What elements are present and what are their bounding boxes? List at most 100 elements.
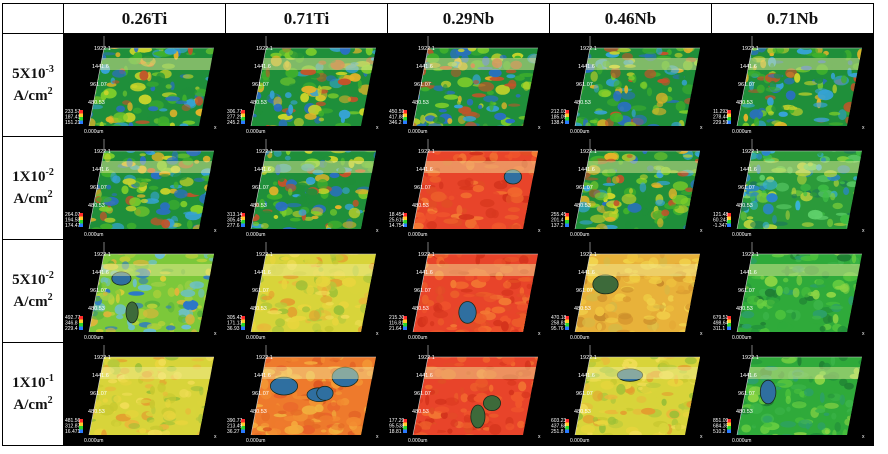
scale-label: 313.14 [227, 212, 243, 218]
surface-plot: 1922.1 1441.6 961.07 480.53 264.07194.58174.… [64, 137, 225, 239]
scale-label: 95.538 [389, 424, 405, 430]
axis-tick-label: 961.07 [414, 82, 431, 88]
scale-label: 437.68 [551, 424, 567, 430]
scale-label: 14.754 [389, 223, 405, 229]
scale-label: 603.23 [551, 418, 567, 424]
current-density-unit: A/cm [13, 397, 48, 413]
axis-tick-label: 1922.1 [256, 252, 273, 258]
surface-plot: 1922.1 1441.6 961.07 480.53 306.77277.29245.… [226, 34, 387, 136]
surface-image-cell: 1922.1 1441.6 961.07 480.53 313.14 305.45 277.… [225, 136, 388, 240]
scale-label: 18.454 [389, 212, 405, 218]
axis-tick-label: 1441.6 [92, 167, 109, 173]
row-header: 1X10-2 A/cm2 [2, 136, 64, 240]
axis-tick-label: 480.53 [736, 409, 753, 415]
scale-label: 245.2 [227, 120, 240, 126]
scale-label: 212.03 [551, 109, 567, 115]
axis-tick-label: 961.07 [414, 185, 431, 191]
axis-tick-label: 961.07 [738, 82, 755, 88]
column-header-0-26ti: 0.26Ti [63, 3, 226, 34]
axis-tick-label: 1922.1 [580, 149, 597, 155]
current-density-unit: A/cm [13, 191, 48, 207]
axis-tick-label: 1441.6 [92, 373, 109, 379]
scale-label: 151.21 [65, 120, 81, 126]
scale-label: 450.59 [389, 109, 405, 115]
axis-tick-label: 961.07 [576, 391, 593, 397]
axis-tick-label: 961.07 [576, 185, 593, 191]
axis-tick-label: 1441.6 [740, 64, 757, 70]
axis-tick-label: 480.53 [736, 203, 753, 209]
axis-tick-label: 1922.1 [256, 149, 273, 155]
surface-plot: 1922.1 1441.6 961.07 480.53 450.59417.88346.… [388, 34, 549, 136]
surface-image-cell: 1922.1 1441.6 961.07 480.53 255.45 201.4 137.2… [549, 136, 712, 240]
axis-tick-label: 480.53 [736, 306, 753, 312]
axis-tick-label: 1441.6 [416, 373, 433, 379]
surface-plot: 1922.1 1441.6 961.07 480.53 481.56312.8716.4… [64, 343, 225, 445]
scale-label: 311.1 [713, 326, 725, 332]
surface-image-cell: 1922.1 1441.6 961.07 480.53 603.23 437.68 251.… [549, 342, 712, 446]
axis-tick-label: 1441.6 [578, 64, 595, 70]
scale-label: 138.4 [551, 120, 564, 126]
scale-label: 60.243 [713, 218, 729, 224]
surface-image-cell: 1922.1 1441.6 961.07 480.53 212.03 185.09 138.… [549, 33, 712, 137]
current-density-exponent: -2 [45, 270, 54, 281]
scale-label: 229.59 [713, 120, 729, 126]
unit-exponent: 2 [47, 395, 53, 406]
x-axis-marker: x [376, 125, 379, 131]
row-header: 1X10-1 A/cm2 [2, 342, 64, 446]
row-header: 5X10-2 A/cm2 [2, 239, 64, 343]
axis-tick-label: 1922.1 [94, 46, 111, 52]
x-axis-marker: x [700, 228, 703, 234]
scale-label: 346.2 [389, 120, 402, 126]
scale-label: 171.13 [227, 321, 243, 327]
axis-tick-label: 961.07 [90, 391, 107, 397]
scale-label: 233.57 [65, 109, 81, 115]
scale-label: 194.58 [65, 218, 81, 224]
x-axis-marker: x [862, 228, 865, 234]
axis-tick-label: 961.07 [252, 391, 269, 397]
scale-label: 481.56 [65, 418, 81, 424]
axis-tick-label: 480.53 [88, 306, 105, 312]
axis-tick-label: 961.07 [90, 185, 107, 191]
surface-plot: 1922.1 1441.6 961.07 480.53 603.23437.68251.… [550, 343, 711, 445]
axis-tick-label: 961.07 [414, 391, 431, 397]
surface-image-cell: 1922.1 1441.6 961.07 480.53 306.77 277.29 245.… [225, 33, 388, 137]
axis-tick-label: 1922.1 [580, 355, 597, 361]
current-density-unit: A/cm [13, 294, 48, 310]
scale-label: 255.45 [551, 212, 567, 218]
axis-tick-label: 480.53 [250, 306, 267, 312]
column-header-0-71nb: 0.71Nb [711, 3, 874, 34]
origin-label: 0.000um [570, 438, 589, 444]
scale-label: 312.87 [65, 424, 81, 430]
axis-tick-label: 480.53 [250, 100, 267, 106]
x-axis-marker: x [700, 125, 703, 131]
axis-tick-label: 480.53 [250, 409, 267, 415]
surface-plot: 1922.1 1441.6 961.07 480.53 313.14305.45277.… [226, 137, 387, 239]
axis-tick-label: 1441.6 [254, 373, 271, 379]
axis-tick-label: 480.53 [412, 100, 429, 106]
axis-tick-label: 1441.6 [578, 270, 595, 276]
surface-image-cell: 1922.1 1441.6 961.07 480.53 481.56 312.87 16.4… [63, 342, 226, 446]
axis-tick-label: 480.53 [574, 203, 591, 209]
surface-plot: 1922.1 1441.6 961.07 480.53 492.77346.8229.4… [64, 240, 225, 342]
axis-tick-label: 1441.6 [92, 64, 109, 70]
axis-tick-label: 480.53 [574, 100, 591, 106]
origin-label: 0.000um [570, 232, 589, 238]
origin-label: 0.000um [408, 232, 427, 238]
axis-tick-label: 1441.6 [416, 64, 433, 70]
origin-label: 0.000um [84, 438, 103, 444]
axis-tick-label: 1441.6 [416, 167, 433, 173]
scale-label: 679.51 [713, 315, 729, 321]
axis-tick-label: 1922.1 [580, 46, 597, 52]
axis-tick-label: 480.53 [88, 409, 105, 415]
scale-label: 417.88 [389, 115, 405, 121]
origin-label: 0.000um [732, 129, 751, 135]
scale-label: 258.81 [551, 321, 567, 327]
axis-tick-label: 480.53 [736, 100, 753, 106]
unit-exponent: 2 [47, 189, 53, 200]
scale-label: 278.44 [713, 115, 729, 121]
scale-label: -1.347 [713, 223, 727, 229]
surface-image-cell: 1922.1 1441.6 961.07 480.53 264.07 194.58 174.… [63, 136, 226, 240]
x-axis-marker: x [862, 125, 865, 131]
table-row: 5X10-3 A/cm2 1922.1 1441.6 961.07 480.53 233.5… [2, 33, 874, 137]
x-axis-marker: x [862, 434, 865, 440]
